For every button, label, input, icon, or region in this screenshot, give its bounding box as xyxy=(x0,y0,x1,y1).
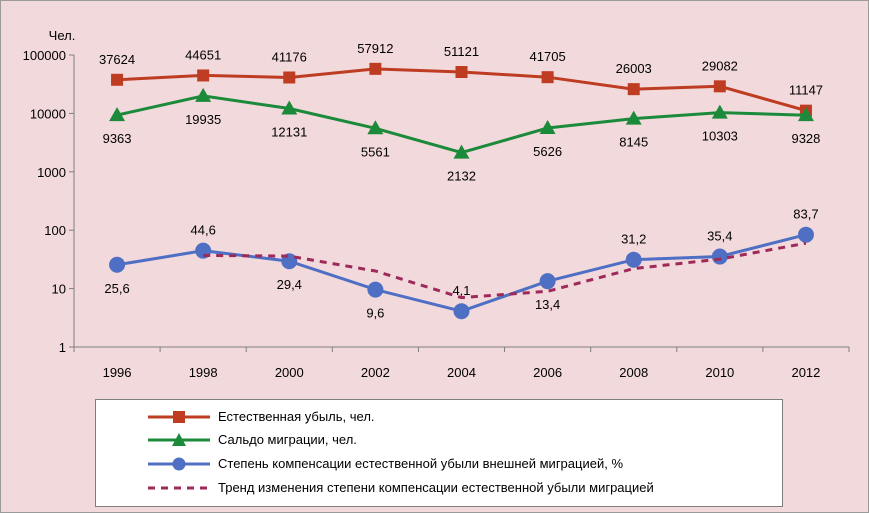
data-label: 25,6 xyxy=(104,281,129,296)
triangle-marker xyxy=(367,120,384,135)
triangle-marker xyxy=(797,107,814,122)
data-label: 35,4 xyxy=(707,229,732,244)
axes: 1 10 100 1000 10000 100000 Чел. 1996 1998 2000 200… xyxy=(23,28,850,380)
square-marker xyxy=(713,80,726,93)
data-label: 19935 xyxy=(185,112,221,127)
data-label: 31,2 xyxy=(621,232,646,247)
y-tick-label: 1000 xyxy=(37,165,66,180)
x-tick-label: 2002 xyxy=(361,365,390,380)
data-label: 5626 xyxy=(533,144,562,159)
square-marker xyxy=(541,71,554,84)
data-label: 41176 xyxy=(272,50,307,65)
triangle-marker xyxy=(539,119,556,134)
square-marker xyxy=(627,83,640,96)
data-label: 29082 xyxy=(702,58,738,73)
legend-label: Естественная убыль, чел. xyxy=(218,409,375,424)
y-axis-label: Чел. xyxy=(49,28,76,43)
circle-marker xyxy=(109,256,126,273)
data-label: 29,4 xyxy=(277,277,302,292)
series-0: 37624 44651 41176 57912 51121 41705 26003 29082… xyxy=(99,41,823,117)
triangle-marker xyxy=(625,110,642,125)
legend-symbol-square-line xyxy=(148,411,210,423)
data-label: 11147 xyxy=(789,83,823,98)
series-1: 9363 19935 12131 5561 2132 5626 8145 10303 9328 xyxy=(103,87,820,184)
data-label: 51121 xyxy=(444,44,479,59)
data-label: 2132 xyxy=(447,169,476,184)
legend-label: Степень компенсации естественной убыли в… xyxy=(218,456,623,471)
legend-symbol-dashed-line xyxy=(148,486,210,490)
triangle-marker xyxy=(109,107,126,122)
circle-marker xyxy=(453,303,470,320)
data-label: 10303 xyxy=(702,129,738,144)
series-line xyxy=(116,233,807,313)
data-label: 26003 xyxy=(616,61,652,76)
data-label: 83,7 xyxy=(793,207,818,222)
data-label: 4,1 xyxy=(452,283,470,298)
square-marker xyxy=(283,71,296,84)
series-layer: 37624 44651 41176 57912 51121 41705 26003 29082… xyxy=(99,41,823,321)
circle-marker xyxy=(367,281,384,298)
y-tick-label: 10000 xyxy=(30,106,66,121)
square-marker xyxy=(369,62,382,75)
x-tick-label: 1996 xyxy=(103,365,132,380)
triangle-marker xyxy=(453,144,470,159)
triangle-marker-icon xyxy=(172,433,186,446)
data-label: 8145 xyxy=(619,135,648,150)
data-label: 9363 xyxy=(103,131,132,146)
y-tick-label: 100000 xyxy=(23,48,66,63)
data-label: 41705 xyxy=(530,49,566,64)
circle-marker xyxy=(797,226,814,243)
x-tick-label: 2006 xyxy=(533,365,562,380)
legend-label: Тренд изменения степени компенсации есте… xyxy=(218,480,654,495)
x-tick-label: 2000 xyxy=(275,365,304,380)
x-tick-label: 2004 xyxy=(447,365,476,380)
x-tick-label: 2012 xyxy=(791,365,820,380)
legend-symbol-circle-line xyxy=(148,457,210,471)
series-2: 25,6 44,6 29,4 9,6 4,1 13,4 31,2 35,4 83,7 xyxy=(104,207,818,321)
x-tick-label: 1998 xyxy=(189,365,218,380)
legend-item-migration-balance: Сальдо миграции, чел. xyxy=(96,430,782,450)
square-marker-icon xyxy=(173,411,185,423)
data-label: 5561 xyxy=(361,144,390,159)
y-tick-label: 10 xyxy=(52,282,66,297)
line-chart: 1 10 100 1000 10000 100000 Чел. 1996 1998 2000 200… xyxy=(23,28,850,380)
legend-item-natural-decline: Естественная убыль, чел. xyxy=(96,407,782,427)
x-tick-label: 2008 xyxy=(619,365,648,380)
data-label: 44651 xyxy=(185,47,221,62)
circle-marker xyxy=(539,273,556,290)
triangle-marker xyxy=(711,104,728,119)
legend-symbol-triangle-line xyxy=(148,433,210,446)
legend: Естественная убыль, чел. Сальдо миграции… xyxy=(95,399,783,507)
legend-item-compensation-degree: Степень компенсации естественной убыли в… xyxy=(96,454,782,474)
square-marker xyxy=(455,66,468,79)
data-label: 9328 xyxy=(791,131,820,146)
legend-item-trend: Тренд изменения степени компенсации есте… xyxy=(96,478,782,498)
y-tick-label: 100 xyxy=(44,223,66,238)
circle-marker-icon xyxy=(172,457,186,471)
trend-line xyxy=(203,241,807,300)
triangle-marker xyxy=(195,87,212,102)
square-marker xyxy=(197,69,210,82)
data-label: 12131 xyxy=(271,125,307,140)
data-label: 44,6 xyxy=(191,223,216,238)
square-marker xyxy=(111,73,124,86)
data-label: 57912 xyxy=(357,41,393,56)
series-3 xyxy=(203,241,807,300)
y-tick-label: 1 xyxy=(59,340,66,355)
data-label: 13,4 xyxy=(535,297,560,312)
legend-label: Сальдо миграции, чел. xyxy=(218,432,357,447)
data-label: 37624 xyxy=(99,52,135,67)
x-tick-label: 2010 xyxy=(705,365,734,380)
circle-marker xyxy=(625,251,642,268)
circle-marker xyxy=(711,248,728,265)
data-label: 9,6 xyxy=(366,306,384,321)
triangle-marker xyxy=(281,100,298,115)
